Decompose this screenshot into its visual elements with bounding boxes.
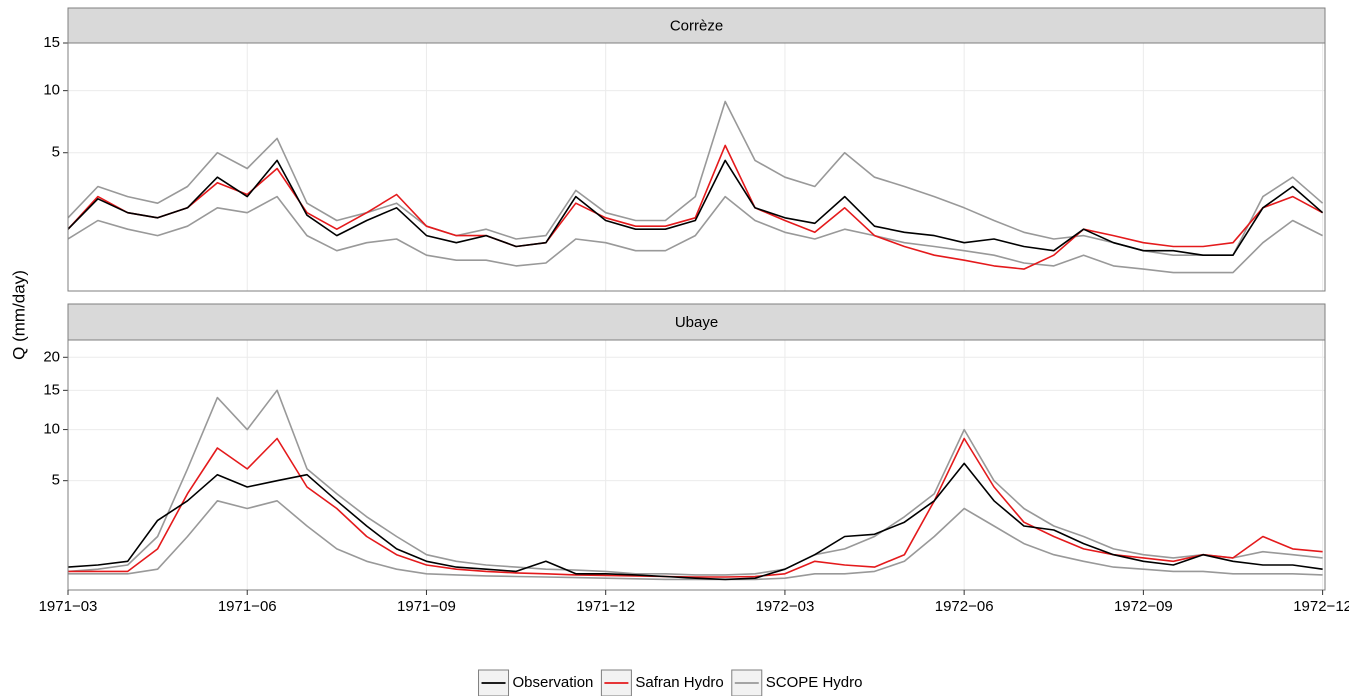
legend-label: Safran Hydro: [635, 674, 723, 691]
x-tick-label: 1971−09: [397, 598, 456, 615]
panel-border: [67, 42, 1326, 292]
lines: [68, 100, 1324, 274]
series-line: [68, 462, 1323, 581]
x-tick-label: 1971−06: [218, 598, 277, 615]
y-tick-label: 10: [43, 82, 60, 99]
legend-label: Observation: [513, 674, 594, 691]
y-tick-label: 5: [52, 472, 60, 489]
x-tick-label: 1972−03: [756, 598, 815, 615]
series-line: [68, 159, 1324, 256]
series-line: [68, 389, 1323, 576]
x-tick-label: 1971−03: [39, 598, 98, 615]
y-tick-label: 5: [52, 144, 60, 161]
series-line: [68, 500, 1323, 581]
x-tick-label: 1972−09: [1114, 598, 1173, 615]
y-tick-label: 15: [43, 34, 60, 51]
legend-label: SCOPE Hydro: [766, 674, 863, 691]
series-line: [68, 195, 1323, 274]
strip: [67, 7, 1326, 44]
series-line: [68, 144, 1323, 270]
y-tick-label: 20: [43, 348, 60, 365]
panel-border: [67, 339, 1326, 591]
x-tick-label: 1972−06: [935, 598, 994, 615]
facet-title: Ubaye: [675, 314, 718, 331]
x-tick-label: 1971−12: [576, 598, 635, 615]
panel: [68, 340, 1325, 590]
panel: [68, 43, 1325, 291]
strip: [67, 303, 1326, 341]
y-tick-label: 15: [43, 381, 60, 398]
y-tick-label: 10: [43, 421, 60, 438]
x-tick-label: 1972−12: [1293, 598, 1349, 615]
y-axis-label: Q (mm/day): [9, 270, 28, 360]
lines: [68, 389, 1323, 581]
facet-title: Corrèze: [670, 17, 723, 34]
